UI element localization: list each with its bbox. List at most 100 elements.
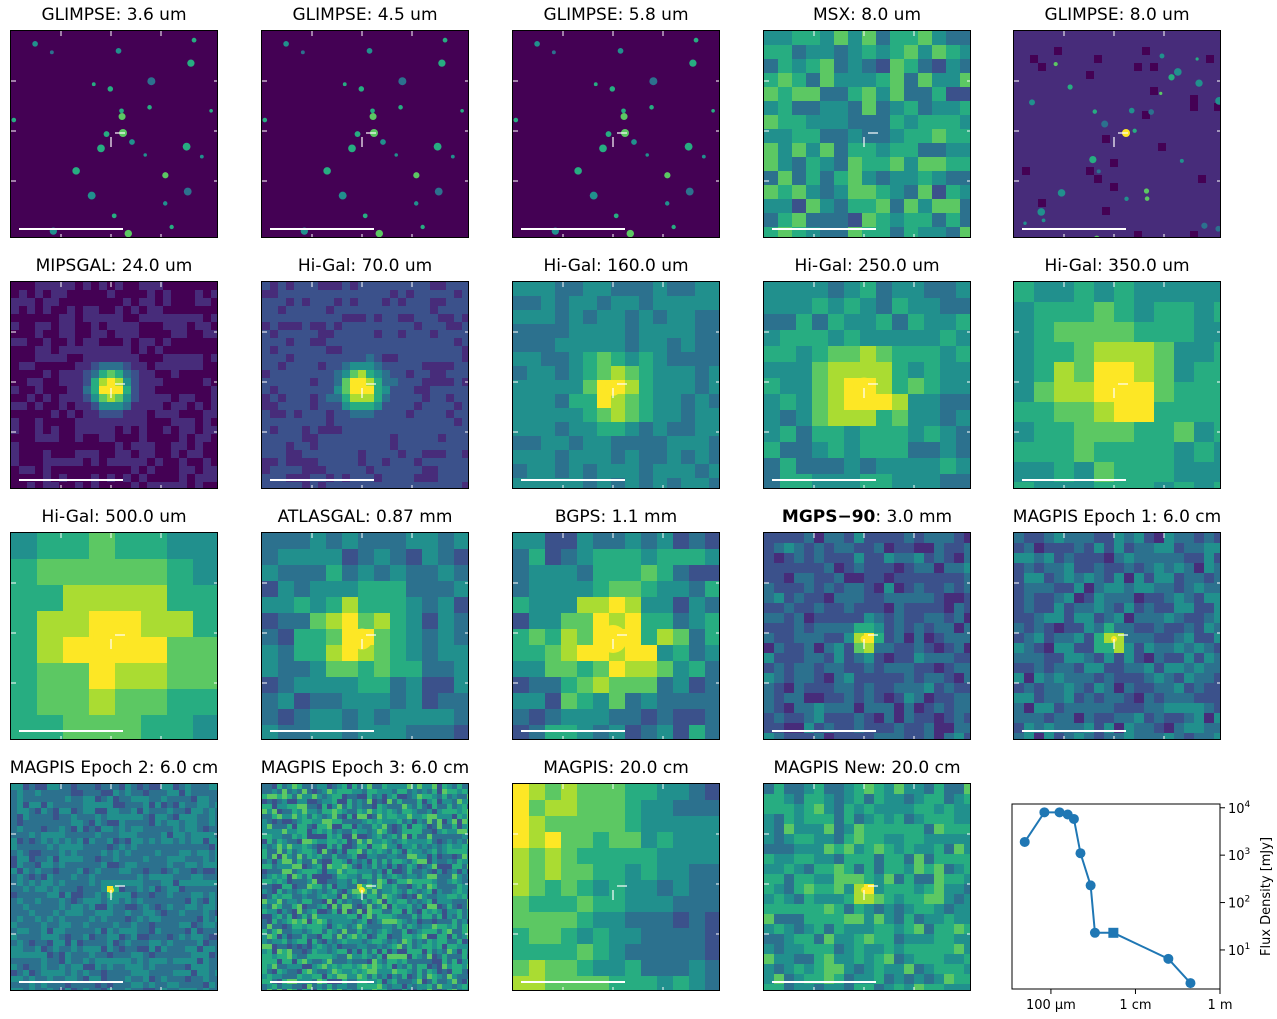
x-tick-label: 1 cm: [1119, 998, 1151, 1013]
panel-survey: MAGPIS Epoch 3: [261, 758, 400, 778]
panel-band: 250.0 um: [858, 256, 939, 276]
panel-survey: ATLASGAL: [278, 507, 365, 527]
cutout-image-svg: [513, 533, 720, 740]
y-axis-label: Flux Density [mJy]: [1259, 837, 1274, 956]
panel-band: 6.0 cm: [160, 758, 218, 778]
sed-point: [1075, 848, 1085, 858]
panel-survey: GLIMPSE: [1044, 5, 1118, 25]
cutout-image: [261, 30, 469, 238]
plot-frame: [1012, 804, 1220, 989]
x-tick-label: 1 m: [1207, 998, 1232, 1013]
panel-title: GLIMPSE: 8.0 um: [967, 5, 1267, 25]
cutout-image-svg: [513, 784, 720, 991]
cutout-image: [763, 30, 971, 238]
panel-survey: MSX: [813, 5, 850, 25]
cutout-image: [512, 281, 720, 489]
panel-survey: GLIMPSE: [41, 5, 115, 25]
cutout-image-svg: [764, 31, 971, 238]
panel-title: MAGPIS Epoch 1: 6.0 cm: [967, 507, 1267, 527]
panel-band: 3.0 mm: [887, 507, 953, 527]
panel-survey: MAGPIS Epoch 2: [10, 758, 149, 778]
panel-band: 6.0 cm: [411, 758, 469, 778]
panel-band: 70.0 um: [362, 256, 433, 276]
panel-survey: Hi-Gal: [41, 507, 94, 527]
panel-band: 20.0 cm: [891, 758, 960, 778]
cutout-image: [512, 532, 720, 740]
panel-survey: Hi-Gal: [794, 256, 847, 276]
cutout-image: [261, 281, 469, 489]
cutout-image: [261, 532, 469, 740]
cutout-image: [1013, 30, 1221, 238]
cutout-image-svg: [262, 784, 469, 991]
sed-point: [1163, 954, 1173, 964]
cutout-image: [763, 532, 971, 740]
y-tick-label: 104: [1228, 800, 1251, 817]
cutout-image-svg: [513, 282, 720, 489]
cutout-image-svg: [11, 31, 218, 238]
y-tick-label: 103: [1228, 847, 1250, 864]
panel-survey: Hi-Gal: [1044, 256, 1097, 276]
sed-point: [1086, 880, 1096, 890]
cutout-image: [1013, 532, 1221, 740]
panel-title: Hi-Gal: 350.0 um: [967, 256, 1267, 276]
cutout-image-svg: [513, 31, 720, 238]
panel-survey: BGPS: [555, 507, 601, 527]
panel-band: 160.0 um: [607, 256, 688, 276]
panel-band: 4.5 um: [378, 5, 438, 25]
panel-title: MAGPIS New: 20.0 cm: [717, 758, 1017, 778]
cutout-image-svg: [1014, 533, 1221, 740]
sed-point: [1185, 978, 1195, 988]
cutout-image-svg: [764, 784, 971, 991]
x-tick-label: 100 μm: [1026, 998, 1076, 1013]
sed-point: [1090, 928, 1100, 938]
cutout-image: [10, 783, 218, 991]
panel-survey: MIPSGAL: [36, 256, 111, 276]
cutout-image-svg: [1014, 282, 1221, 489]
y-tick-label: 102: [1228, 895, 1250, 912]
cutout-image-svg: [262, 282, 469, 489]
cutout-image-svg: [764, 282, 971, 489]
cutout-image: [10, 281, 218, 489]
sed-point-square: [1108, 928, 1118, 938]
cutout-image-svg: [11, 784, 218, 991]
panel-band: 1.1 mm: [612, 507, 678, 527]
cutout-image: [10, 30, 218, 238]
cutout-image: [1013, 281, 1221, 489]
panel-survey: Hi-Gal: [543, 256, 596, 276]
cutout-image-svg: [11, 282, 218, 489]
panel-band: 24.0 um: [122, 256, 193, 276]
panel-band: 3.6 um: [127, 5, 187, 25]
panel-survey: MAGPIS New: [773, 758, 880, 778]
sed-point: [1069, 814, 1079, 824]
panel-survey: MAGPIS Epoch 1: [1013, 507, 1152, 527]
cutout-image: [261, 783, 469, 991]
panel-survey: Hi-Gal: [298, 256, 351, 276]
panel-band: 8.0 um: [861, 5, 921, 25]
sed-chart: 100 μm1 cm1 m101102103104WavelengthFlux …: [1000, 790, 1277, 1015]
panel-survey: GLIMPSE: [543, 5, 617, 25]
sed-point: [1020, 837, 1030, 847]
cutout-image-svg: [262, 533, 469, 740]
cutout-image: [10, 532, 218, 740]
panel-survey: MAGPIS: [543, 758, 608, 778]
cutout-image: [763, 281, 971, 489]
cutout-image-svg: [262, 31, 469, 238]
cutout-image-svg: [1014, 31, 1221, 238]
panel-band: 20.0 cm: [620, 758, 689, 778]
panel-band: 500.0 um: [105, 507, 186, 527]
cutout-image-svg: [11, 533, 218, 740]
panel-survey: MGPS−90: [782, 507, 875, 527]
panel-band: 350.0 um: [1108, 256, 1189, 276]
sed-point: [1039, 807, 1049, 817]
cutout-image: [512, 783, 720, 991]
cutout-image: [512, 30, 720, 238]
panel-band: 5.8 um: [629, 5, 689, 25]
cutout-image-svg: [764, 533, 971, 740]
panel-band: 0.87 mm: [376, 507, 452, 527]
sed-plot-svg: 100 μm1 cm1 m101102103104WavelengthFlux …: [1000, 790, 1277, 1015]
panel-survey: GLIMPSE: [292, 5, 366, 25]
panel-band: 6.0 cm: [1163, 507, 1221, 527]
y-tick-label: 101: [1228, 942, 1250, 959]
cutout-image: [763, 783, 971, 991]
panel-band: 8.0 um: [1130, 5, 1190, 25]
